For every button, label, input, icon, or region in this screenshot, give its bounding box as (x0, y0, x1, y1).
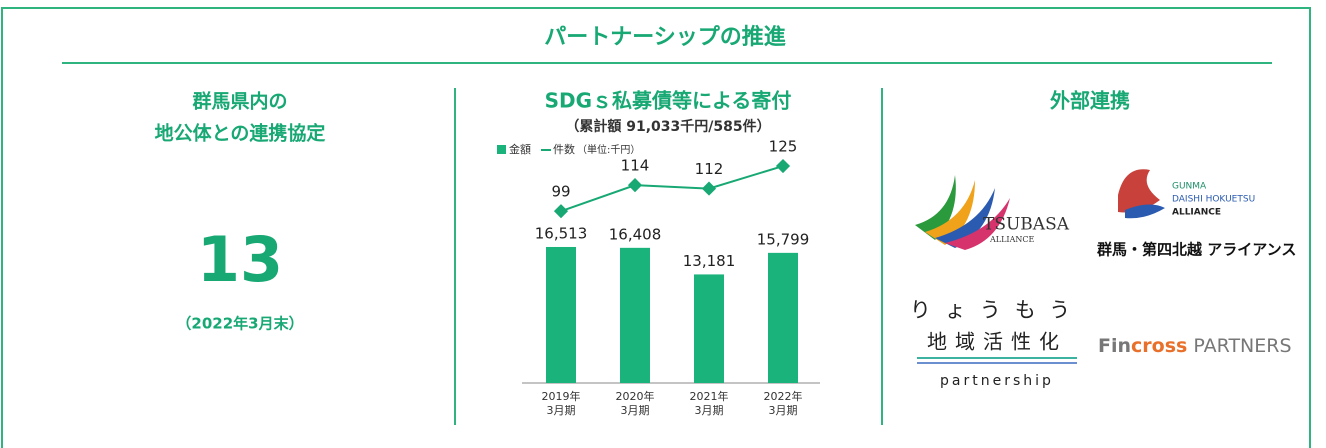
left-title: 地公体との連携協定 (155, 122, 326, 145)
count-note: （2022年3月末） (176, 315, 303, 333)
logo-text: partnership (940, 373, 1054, 389)
data-label: 15,799 (757, 230, 810, 248)
line (560, 165, 784, 213)
right-title: 外部連携 (1050, 89, 1130, 113)
logo-text: TSUBASA (983, 215, 1070, 235)
point (775, 158, 791, 174)
bar (546, 246, 576, 383)
logo-text: りょうもう (910, 298, 1084, 322)
bar (768, 252, 798, 383)
panel-border (1, 7, 1311, 448)
gunma-logo: GUNMA DAISHI HOKUETSU ALLIANCE 群馬・第四北越 ア… (1097, 169, 1296, 259)
tsubasa-logo: TSUBASA ALLIANCE (915, 175, 1070, 250)
point (627, 178, 643, 193)
agreement-count: 13 (197, 223, 283, 296)
legend-swatch (497, 145, 506, 154)
ryomo-logo: りょうもう 地域活性化 partnership (910, 298, 1084, 389)
fincross-logo: Fincross PARTNERS (1098, 335, 1292, 357)
logo-text: 群馬・第四北越 アライアンス (1097, 241, 1296, 259)
legend-label: 件数 (553, 143, 575, 156)
bar (694, 274, 724, 383)
data-label: 13,181 (683, 252, 736, 270)
data-label: 114 (621, 157, 650, 175)
data-label: 112 (695, 160, 724, 178)
data-label: 125 (769, 138, 798, 156)
panel-title: パートナーシップの推進 (544, 25, 786, 50)
x-tick-label: 2021年3月期 (689, 390, 729, 417)
x-tick-label: 2020年3月期 (615, 390, 655, 417)
logo-text: cross (1131, 335, 1187, 357)
legend-unit: （単位:千円） (577, 143, 640, 156)
point (701, 181, 717, 196)
data-label: 99 (551, 183, 570, 201)
legend-label: 金額 (509, 142, 531, 156)
logo-text: DAISHI HOKUETSU (1172, 195, 1255, 205)
logo-text: ALLIANCE (989, 235, 1034, 244)
data-label: 16,513 (535, 224, 588, 242)
logo-text: GUNMA (1172, 182, 1207, 192)
left-title: 群馬県内の (191, 90, 287, 113)
logo-text: PARTNERS (1187, 335, 1291, 357)
data-label: 16,408 (609, 225, 662, 243)
x-tick-label: 2022年3月期 (763, 390, 803, 417)
logo-text: ALLIANCE (1172, 208, 1221, 218)
logo-text: Fin (1098, 335, 1131, 357)
chart-title: SDGｓ私募債等による寄付 (545, 89, 792, 113)
point (553, 204, 569, 219)
bar (620, 247, 650, 383)
x-tick-label: 2019年3月期 (541, 390, 581, 417)
chart-subtitle: （累計額 91,033千円/585件） (565, 118, 770, 135)
logo-text: 地域活性化 (927, 330, 1067, 354)
